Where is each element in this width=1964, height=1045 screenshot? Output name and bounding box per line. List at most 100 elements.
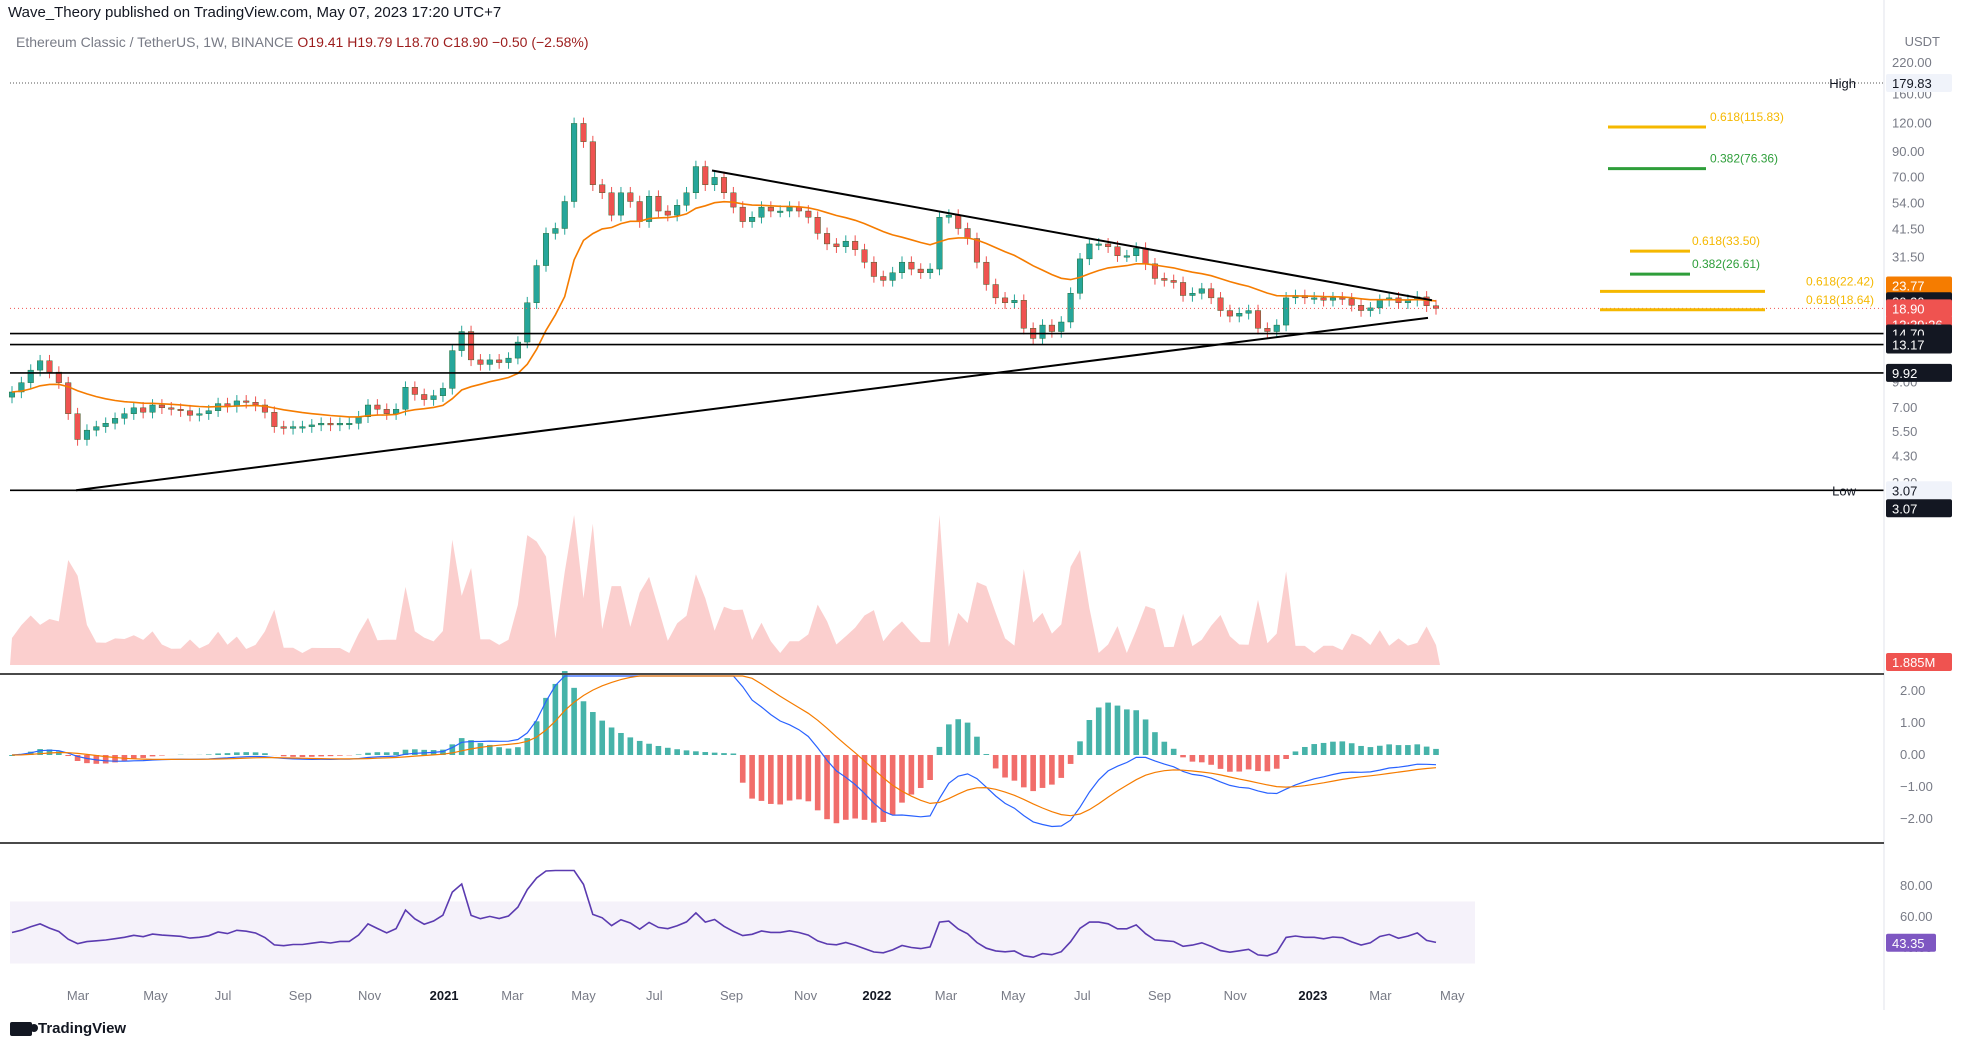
candle-body (1151, 263, 1158, 279)
candle-body (336, 423, 343, 426)
candle-body (749, 217, 756, 222)
candle-body (814, 217, 821, 234)
macd-tick-label: −1.00 (1900, 779, 1933, 794)
price-label-title: High (1829, 76, 1856, 91)
candle-body (1254, 310, 1262, 329)
macd-bar (477, 743, 484, 755)
candle-body (533, 265, 540, 303)
change-value: −0.50 (−2.58%) (492, 34, 589, 50)
candle-body (730, 192, 737, 208)
macd-bar (1236, 755, 1243, 772)
candle-body (421, 394, 428, 400)
candle-body (767, 206, 774, 212)
macd-bar (383, 752, 390, 755)
pane-divider[interactable] (0, 673, 1884, 675)
price-label-title: Low (1832, 483, 1856, 498)
candle-body (964, 228, 971, 239)
macd-bar (318, 755, 324, 757)
macd-bar (852, 755, 858, 819)
candle-body (927, 268, 934, 273)
candle-body (655, 195, 662, 212)
macd-line (11, 675, 1437, 828)
candle-body (140, 407, 147, 413)
pane-divider[interactable] (0, 842, 1884, 844)
x-tick-label: Nov (1224, 988, 1248, 1003)
macd-bar (1367, 747, 1374, 755)
candle-body (430, 395, 437, 400)
candle-body (1189, 293, 1196, 296)
price-label-value: 23.77 (1892, 278, 1925, 293)
macd-bar (674, 749, 680, 755)
candle-body (617, 192, 624, 216)
candle-body (1114, 246, 1121, 256)
candle-body (27, 369, 34, 383)
macd-bar (215, 753, 221, 755)
close-value: C18.90 (442, 34, 489, 50)
price-label-badge (1886, 276, 1952, 295)
macd-bar (1217, 755, 1224, 769)
candle-body (402, 387, 409, 410)
macd-bar (1227, 755, 1233, 772)
price-label-badge (1886, 73, 1952, 92)
y-tick-label: 4.30 (1892, 449, 1917, 464)
x-tick-label: 2022 (862, 988, 891, 1003)
ema-line (11, 200, 1437, 418)
macd-bar (355, 754, 362, 755)
macd-bar (440, 749, 446, 755)
macd-bar (543, 697, 549, 755)
y-tick-label: 90.00 (1892, 144, 1925, 159)
macd-bar (412, 749, 418, 755)
macd-bar (1133, 710, 1140, 755)
candle-body (992, 284, 999, 299)
candle-body (833, 243, 840, 247)
candle-body (55, 371, 62, 383)
open-value: O19.41 (297, 34, 344, 50)
rsi-tick-label: 80.00 (1900, 878, 1933, 893)
macd-bar (974, 736, 980, 755)
fib-level-label: 0.618(18.64) (1806, 293, 1874, 307)
candle-body (458, 331, 465, 351)
y-tick-label: 41.50 (1892, 222, 1925, 237)
candle-body (880, 276, 887, 281)
macd-bar (505, 748, 512, 755)
macd-bar (449, 744, 456, 755)
macd-bar (365, 752, 371, 755)
candle-body (1339, 297, 1346, 300)
symbol-name[interactable]: Ethereum Classic / TetherUS, 1W, BINANCE (16, 34, 294, 50)
macd-bar (224, 753, 231, 755)
rsi-line (11, 869, 1437, 959)
macd-bar (683, 750, 690, 755)
candle-body (852, 240, 859, 250)
rsi-value-label: 43.35 (1892, 936, 1925, 951)
candle-body (758, 206, 765, 218)
candle-body (1067, 293, 1074, 323)
candle-body (1348, 298, 1355, 306)
price-label-badge (1886, 499, 1952, 518)
macd-bar (74, 755, 81, 761)
candle-body (1086, 243, 1093, 260)
candle-body (186, 410, 194, 416)
macd-bar (337, 755, 343, 756)
x-tick-label: Nov (358, 988, 382, 1003)
candle-body (1180, 282, 1187, 296)
candle-body (496, 359, 503, 363)
macd-bar (327, 755, 334, 757)
candle-body (973, 238, 980, 263)
y-tick-label: 7.00 (1892, 400, 1917, 415)
candle-body (18, 382, 25, 393)
macd-bar (252, 752, 259, 755)
macd-bar (1348, 743, 1355, 755)
candle-body (383, 409, 390, 414)
candle-body (777, 210, 784, 213)
candle-body (290, 426, 297, 429)
candle-body (299, 426, 306, 429)
candle-body (1123, 255, 1130, 258)
macd-bar (842, 755, 849, 820)
candle-body (1283, 297, 1290, 326)
macd-bar (468, 740, 474, 755)
candle-body (8, 391, 16, 398)
fib-level-label: 0.618(22.42) (1806, 274, 1874, 288)
x-tick-label: Mar (935, 988, 958, 1003)
macd-bar (1067, 755, 1074, 764)
